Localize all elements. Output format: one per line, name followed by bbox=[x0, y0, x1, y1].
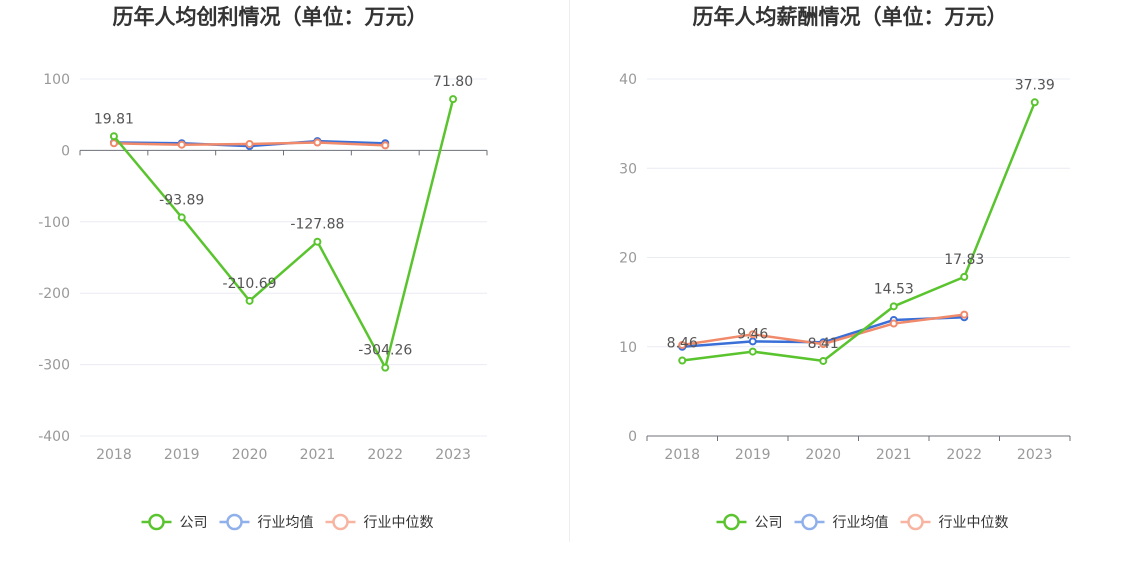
data-point bbox=[381, 363, 390, 372]
data-point bbox=[109, 132, 118, 141]
profit-chart-svg: 历年人均创利情况（单位：万元） 100 0 -100 -200 -300 -400 2018 2… bbox=[38, 5, 488, 531]
data-point bbox=[889, 302, 898, 311]
chart-salary-per-capita: 历年人均薪酬情况（单位：万元） 40 30 20 10 0 2018 2019 2020 2021… bbox=[567, 0, 1134, 582]
data-label: 37.39 bbox=[1015, 77, 1055, 93]
data-point bbox=[245, 296, 254, 305]
y-tick-label: -200 bbox=[38, 286, 70, 302]
data-point bbox=[960, 310, 969, 319]
y-tick-label: 0 bbox=[628, 429, 637, 445]
x-tick-label: 2020 bbox=[232, 447, 268, 463]
series-line-0 bbox=[112, 98, 455, 369]
chart-title: 历年人均薪酬情况（单位：万元） bbox=[693, 5, 1008, 29]
data-point bbox=[748, 347, 757, 356]
legend-marker bbox=[723, 513, 740, 531]
data-label: 14.53 bbox=[874, 281, 914, 297]
x-tick-label: 2019 bbox=[164, 447, 200, 463]
data-point bbox=[889, 319, 898, 328]
legend-item-2[interactable]: 行业中位数 bbox=[325, 513, 434, 531]
x-tick-label: 2019 bbox=[735, 447, 771, 463]
data-point bbox=[1030, 98, 1039, 107]
x-tick-label: 2023 bbox=[1017, 447, 1053, 463]
legend-item-1[interactable]: 行业均值 bbox=[794, 513, 889, 531]
data-label: -127.88 bbox=[290, 217, 344, 233]
y-tick-label: 30 bbox=[619, 161, 637, 177]
x-tick-label: 2018 bbox=[96, 447, 132, 463]
data-point bbox=[748, 337, 757, 346]
y-tick-label: -300 bbox=[38, 358, 70, 374]
x-tick-label: 2021 bbox=[876, 447, 912, 463]
legend-label: 公司 bbox=[180, 515, 208, 531]
chart-title: 历年人均创利情况（单位：万元） bbox=[113, 5, 428, 29]
x-tick-label: 2021 bbox=[300, 447, 336, 463]
data-point bbox=[245, 139, 254, 148]
panel-divider bbox=[569, 0, 570, 542]
data-point bbox=[313, 237, 322, 246]
legend-marker bbox=[148, 513, 165, 531]
data-point bbox=[819, 356, 828, 365]
legend-marker bbox=[907, 513, 924, 531]
legend-marker bbox=[801, 513, 818, 531]
data-label: 19.81 bbox=[94, 111, 134, 127]
legend-label: 行业中位数 bbox=[364, 515, 434, 531]
x-tick-label: 2022 bbox=[946, 447, 982, 463]
legend-item-1[interactable]: 行业均值 bbox=[219, 513, 314, 531]
legend-marker bbox=[332, 513, 349, 531]
data-label: -304.26 bbox=[358, 343, 412, 359]
chart-profit-per-capita: 历年人均创利情况（单位：万元） 100 0 -100 -200 -300 -400 2018 2… bbox=[38, 5, 488, 531]
legend-item-0[interactable]: 公司 bbox=[141, 513, 208, 531]
salary-chart-svg: 历年人均薪酬情况（单位：万元） 40 30 20 10 0 2018 2019 2020 2021… bbox=[619, 5, 1071, 531]
legend-label: 行业均值 bbox=[833, 515, 889, 531]
data-point bbox=[109, 139, 118, 148]
data-point bbox=[313, 138, 322, 147]
y-tick-label: 10 bbox=[619, 340, 637, 356]
legend-label: 行业均值 bbox=[258, 515, 314, 531]
data-point bbox=[381, 141, 390, 150]
data-point bbox=[177, 213, 186, 222]
data-label: 71.80 bbox=[433, 74, 473, 90]
data-label: 17.83 bbox=[944, 252, 984, 268]
x-tick-label: 2020 bbox=[805, 447, 841, 463]
x-tick-label: 2022 bbox=[367, 447, 403, 463]
legend-item-2[interactable]: 行业中位数 bbox=[900, 513, 1009, 531]
y-tick-label: 0 bbox=[61, 143, 70, 159]
data-label: -93.89 bbox=[159, 192, 204, 208]
x-tick-label: 2018 bbox=[664, 447, 700, 463]
data-label: 9.46 bbox=[737, 327, 768, 343]
data-point bbox=[449, 95, 458, 104]
y-tick-label: 40 bbox=[619, 72, 637, 88]
series-line-0 bbox=[682, 101, 1036, 363]
data-label: -210.69 bbox=[223, 276, 277, 292]
y-tick-label: -400 bbox=[38, 429, 70, 445]
data-label: 8.41 bbox=[808, 336, 839, 352]
data-point bbox=[748, 330, 757, 339]
data-point bbox=[678, 340, 687, 349]
legend-label: 行业中位数 bbox=[939, 515, 1009, 531]
x-tick-label: 2023 bbox=[435, 447, 471, 463]
data-point bbox=[960, 272, 969, 281]
data-point bbox=[678, 356, 687, 365]
y-tick-label: 100 bbox=[43, 72, 70, 88]
legend-item-0[interactable]: 公司 bbox=[716, 513, 783, 531]
y-tick-label: 20 bbox=[619, 251, 637, 267]
data-point bbox=[819, 340, 828, 349]
legend-label: 公司 bbox=[755, 515, 783, 531]
y-tick-label: -100 bbox=[38, 215, 70, 231]
legend-marker bbox=[226, 513, 243, 531]
data-label: 8.46 bbox=[667, 335, 698, 351]
data-point bbox=[177, 140, 186, 149]
